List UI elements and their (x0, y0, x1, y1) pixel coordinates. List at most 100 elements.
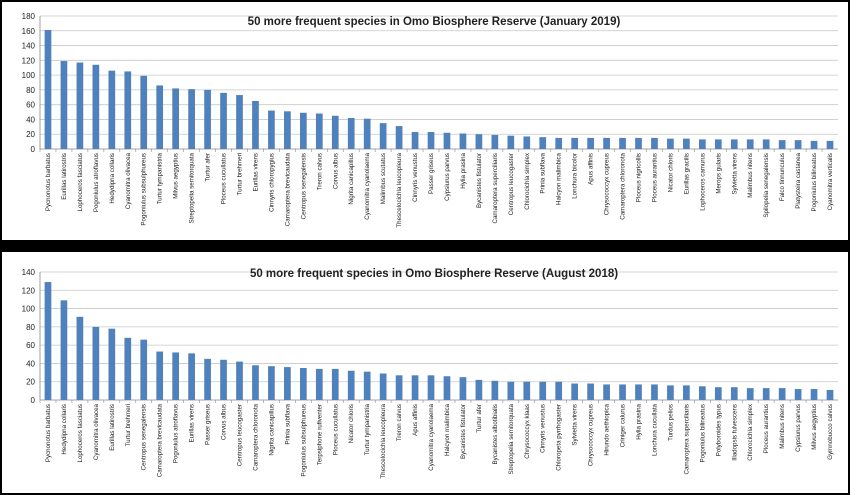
bar (571, 383, 579, 400)
y-tick-label: 20 (26, 378, 35, 387)
bar (347, 370, 355, 400)
y-tick-label: 100 (22, 305, 36, 314)
category-label: Bycanistes albotibialis (492, 404, 499, 465)
category-label: Turtur afer (476, 404, 483, 433)
chart-title: 50 more frequent species in Omo Biospher… (248, 16, 621, 28)
category-label: Lophoceros fasciatus (77, 404, 84, 462)
bar (635, 137, 642, 149)
bar (635, 384, 642, 400)
category-label: Hirundo aethiopica (604, 403, 611, 455)
category-label: Cyanomitra olivacea (125, 152, 132, 209)
category-label: Chrysococcyx klaas (524, 404, 531, 459)
category-label: Camaroptera chloronota (252, 403, 259, 470)
category-label: Apus affinis (588, 153, 595, 185)
y-tick-label: 80 (26, 86, 35, 95)
category-label: Pogoniulus bilineatus (699, 404, 706, 462)
y-tick-label: 160 (22, 27, 36, 36)
bar (619, 384, 626, 400)
bar (794, 389, 802, 400)
category-label: Eurillas latirostris (109, 404, 116, 451)
bar (587, 383, 594, 400)
bar (108, 70, 116, 149)
category-label: Chloropeta pyrrhogaster (556, 404, 563, 471)
category-label: Turdus pelios (667, 404, 674, 441)
y-tick-label: 140 (22, 268, 36, 277)
category-label: Lophoceros fasciatus (77, 153, 84, 211)
bar (810, 140, 818, 149)
bar (284, 111, 291, 149)
y-tick-label: 180 (22, 12, 36, 21)
bar (651, 137, 658, 149)
bar (746, 388, 754, 400)
bar (188, 353, 195, 400)
category-label: Ploceus aurantius (763, 404, 770, 453)
bar (124, 71, 132, 149)
category-label: Pogoniulus subsulphureus (141, 153, 148, 226)
bar (108, 328, 116, 400)
bar (491, 134, 499, 149)
bar (236, 361, 243, 400)
category-label: Bycanistes fistulator (476, 153, 483, 208)
bar (762, 388, 770, 400)
bar (379, 123, 387, 149)
bar (730, 387, 738, 400)
bar (810, 389, 818, 400)
bar (268, 110, 275, 149)
bar (156, 351, 164, 400)
category-label: Pogoniulus atroflavus (93, 153, 100, 212)
bar (252, 100, 259, 149)
bar (587, 137, 594, 149)
category-label: Eurillas virens (252, 153, 259, 192)
chart-panel-august-2018: 0 20 40 60 80 100 120 140 Pycnonotus barbatus Hed… (2, 252, 848, 493)
category-label: Eurillas gracilis (683, 153, 690, 194)
bar (379, 373, 387, 400)
category-label: Pogoniulus atroflavus (173, 404, 180, 463)
category-label: Corvus albus (221, 404, 228, 440)
category-label: Halcyon malimbica (444, 403, 451, 455)
category-label: Eurillas virens (189, 404, 196, 443)
category-label: Bycanistes fistulator (460, 404, 467, 459)
bar (683, 385, 690, 400)
bar (347, 117, 355, 149)
category-label: Milvus aegyptius (173, 153, 180, 199)
category-label: Streptopelia semitorquata (508, 403, 515, 474)
bar (236, 95, 243, 149)
category-label: Corvus albus (332, 153, 339, 189)
bar (698, 139, 706, 149)
bar (44, 30, 52, 150)
bar (427, 132, 435, 149)
category-label: Centropus leucogaster (237, 404, 244, 466)
bar (571, 137, 579, 149)
category-label: Malimbus scutatus (380, 153, 387, 204)
bar (523, 381, 531, 400)
category-label: Prinia subflava (540, 152, 547, 193)
category-label: Camaroptera brevicaudata (284, 152, 291, 226)
category-label: Nigrita canicapillus (348, 153, 355, 205)
chart-august-2018: 0 20 40 60 80 100 120 140 Pycnonotus barbatus Hed… (22, 268, 838, 479)
bar (220, 92, 227, 149)
bar (555, 381, 563, 400)
bar (299, 368, 307, 400)
bar (172, 88, 180, 149)
category-label: Nicator chloris (348, 404, 355, 443)
bar (714, 139, 722, 149)
bar (826, 140, 834, 149)
category-label: Chrysococcyx cupreus (604, 153, 611, 215)
category-label: Nigrita canicapillus (268, 404, 275, 456)
bar (363, 118, 371, 149)
bar (778, 388, 786, 400)
bar (124, 337, 132, 400)
category-label: Spilopelia senegalensis (763, 153, 770, 218)
bar (762, 139, 770, 149)
bar (683, 138, 690, 149)
category-label: Ploceus nigricollis (636, 153, 643, 202)
category-label: Lonchura cucullata (651, 403, 658, 455)
category-label: Thescelocichla leucopleura (396, 152, 403, 227)
bar (140, 75, 148, 149)
category-label: Pogoniulus bilineatus (811, 153, 818, 211)
bar (651, 384, 658, 400)
category-label: Cinnyris chloropygius (268, 153, 275, 212)
bar (619, 137, 626, 149)
category-label: Milvus aegyptius (811, 404, 818, 450)
category-label: Streptopelia semitorquata (189, 152, 196, 223)
